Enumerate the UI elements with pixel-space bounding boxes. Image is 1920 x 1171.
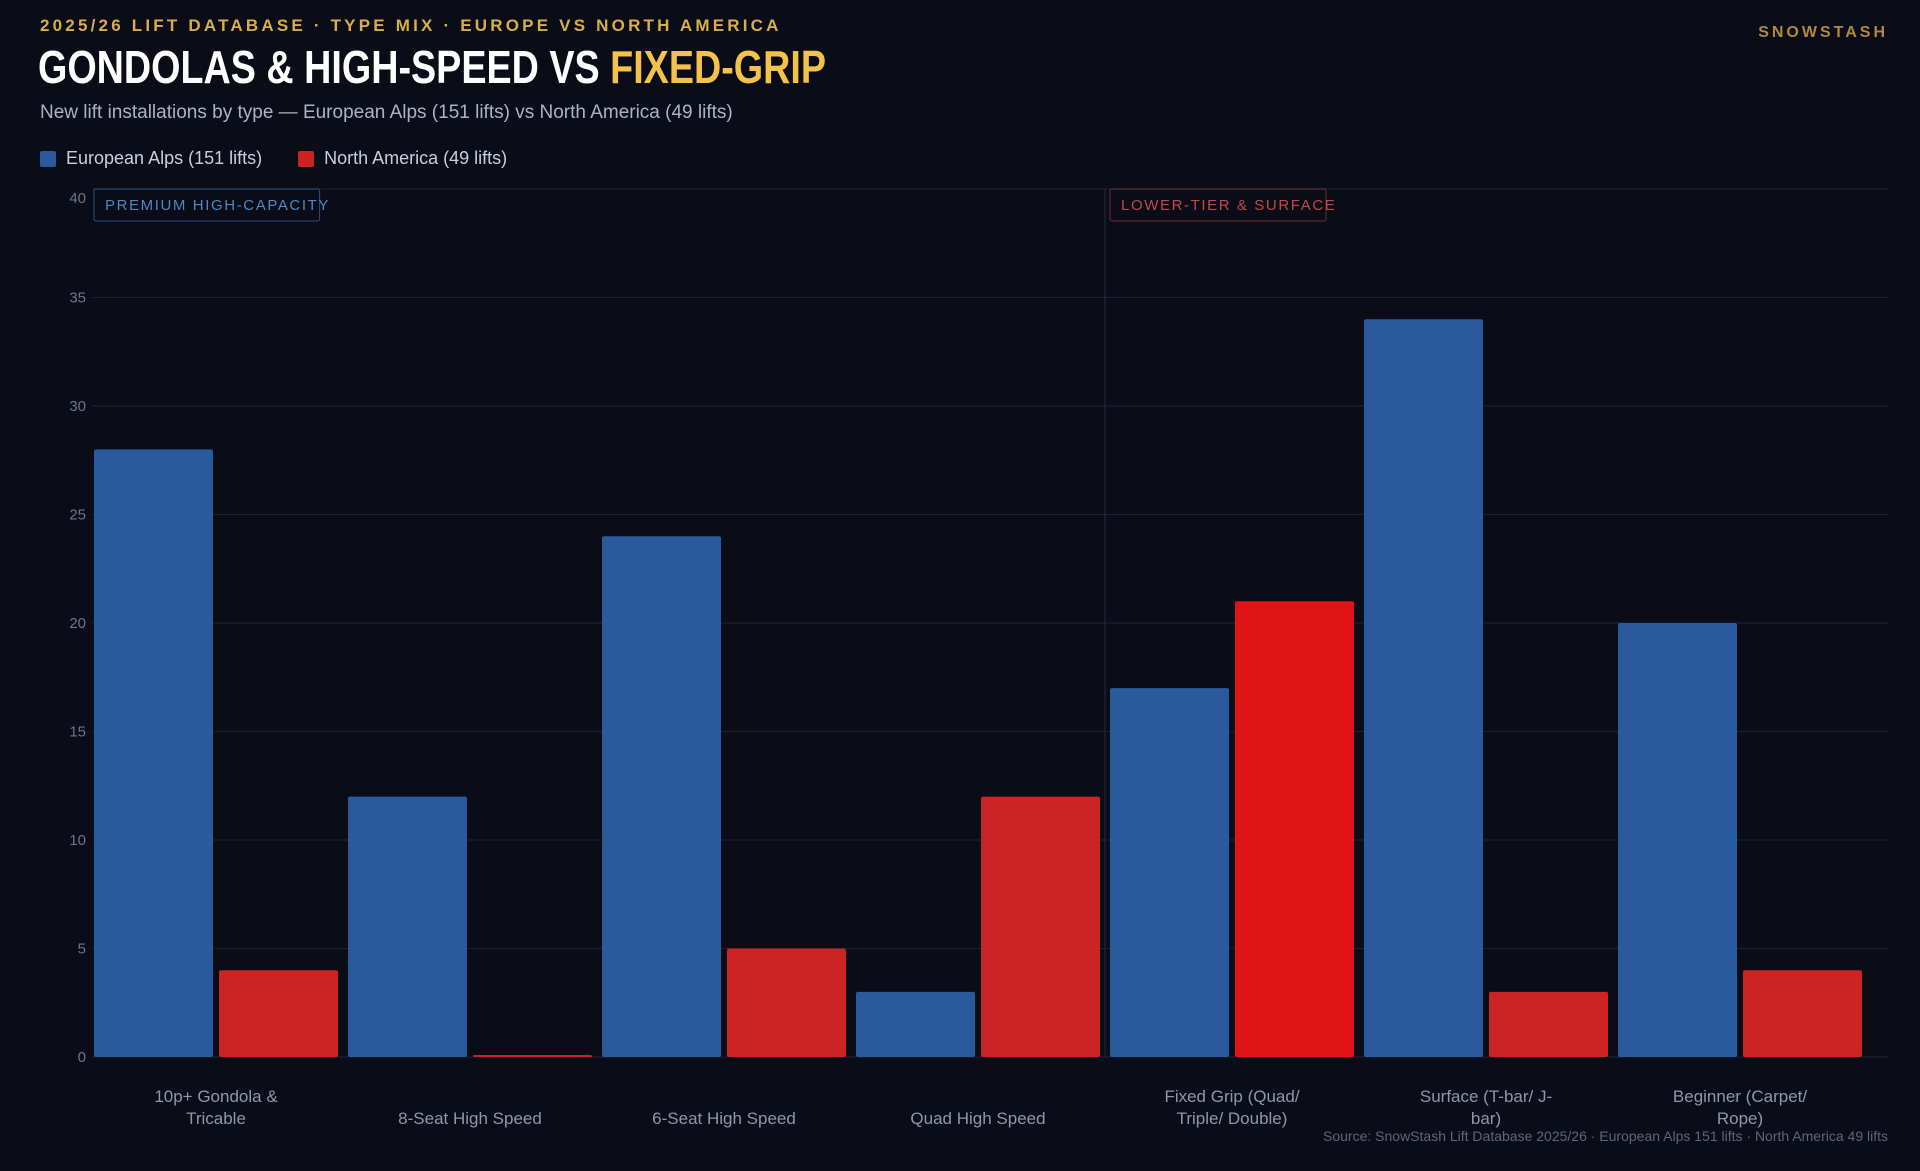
bar-europe <box>1618 623 1737 1057</box>
title-highlight: FIXED-GRIP <box>610 41 827 93</box>
bar-europe <box>94 449 213 1057</box>
bar-europe <box>856 991 975 1057</box>
group-badge <box>93 188 321 222</box>
y-tick-label: 35 <box>69 290 86 307</box>
group-badge <box>1109 188 1327 222</box>
bar-north-america <box>1489 991 1608 1057</box>
y-tick-label: 15 <box>69 724 86 741</box>
x-tick-label: bar) <box>1471 1109 1501 1128</box>
group-badge-label: LOWER-TIER & SURFACE <box>1121 197 1336 214</box>
chart-legend: European Alps (151 lifts) North America … <box>40 148 507 169</box>
chart-eyebrow: 2025/26 LIFT DATABASE · TYPE MIX · EUROP… <box>40 16 782 35</box>
x-tick-label: Beginner (Carpet/ <box>1673 1087 1807 1106</box>
y-tick-label: 0 <box>78 1049 86 1066</box>
legend-label-north-america: North America (49 lifts) <box>324 148 508 168</box>
x-tick-label: Rope) <box>1717 1109 1763 1128</box>
bar-north-america <box>473 1055 592 1057</box>
legend-swatch-north-america <box>298 150 315 167</box>
bar-north-america <box>727 948 846 1057</box>
y-tick-label: 20 <box>69 615 86 632</box>
x-tick-label: 6-Seat High Speed <box>652 1109 796 1128</box>
x-tick-label: Quad High Speed <box>910 1109 1045 1128</box>
bar-north-america <box>981 796 1100 1057</box>
x-tick-label: Triple/ Double) <box>1177 1109 1288 1128</box>
bar-europe <box>1364 319 1483 1057</box>
y-tick-label: 30 <box>69 398 86 415</box>
bar-north-america <box>1743 970 1862 1057</box>
bar-north-america <box>1235 601 1354 1057</box>
y-tick-label: 5 <box>78 941 86 958</box>
x-tick-label: Fixed Grip (Quad/ <box>1164 1087 1299 1106</box>
chart-subtitle: New lift installations by type — Europea… <box>40 102 733 123</box>
x-tick-label: Surface (T-bar/ J- <box>1420 1087 1552 1106</box>
legend-item-europe: European Alps (151 lifts) <box>40 148 262 169</box>
brand-logo-text: SNOWSTASH <box>1758 24 1888 41</box>
x-tick-label: 10p+ Gondola & <box>154 1087 278 1106</box>
group-badge-label: PREMIUM HIGH-CAPACITY <box>105 197 330 214</box>
title-main: GONDOLAS & HIGH-SPEED VS <box>38 41 611 93</box>
y-tick-label: 10 <box>69 832 86 849</box>
y-tick-label: 40 <box>69 190 86 207</box>
chart-title: GONDOLAS & HIGH-SPEED VS FIXED-GRIP <box>38 40 826 94</box>
bar-north-america <box>219 970 338 1057</box>
bar-europe <box>1110 688 1229 1057</box>
legend-label-europe: European Alps (151 lifts) <box>66 148 263 168</box>
x-tick-label: 8-Seat High Speed <box>398 1109 542 1128</box>
bar-europe <box>348 796 467 1057</box>
legend-swatch-europe <box>40 150 56 167</box>
bar-europe <box>602 536 721 1057</box>
x-tick-label: Tricable <box>186 1109 246 1128</box>
legend-item-north-america: North America (49 lifts) <box>298 148 507 169</box>
source-note: Source: SnowStash Lift Database 2025/26 … <box>1323 1128 1888 1144</box>
y-tick-label: 25 <box>69 507 86 524</box>
